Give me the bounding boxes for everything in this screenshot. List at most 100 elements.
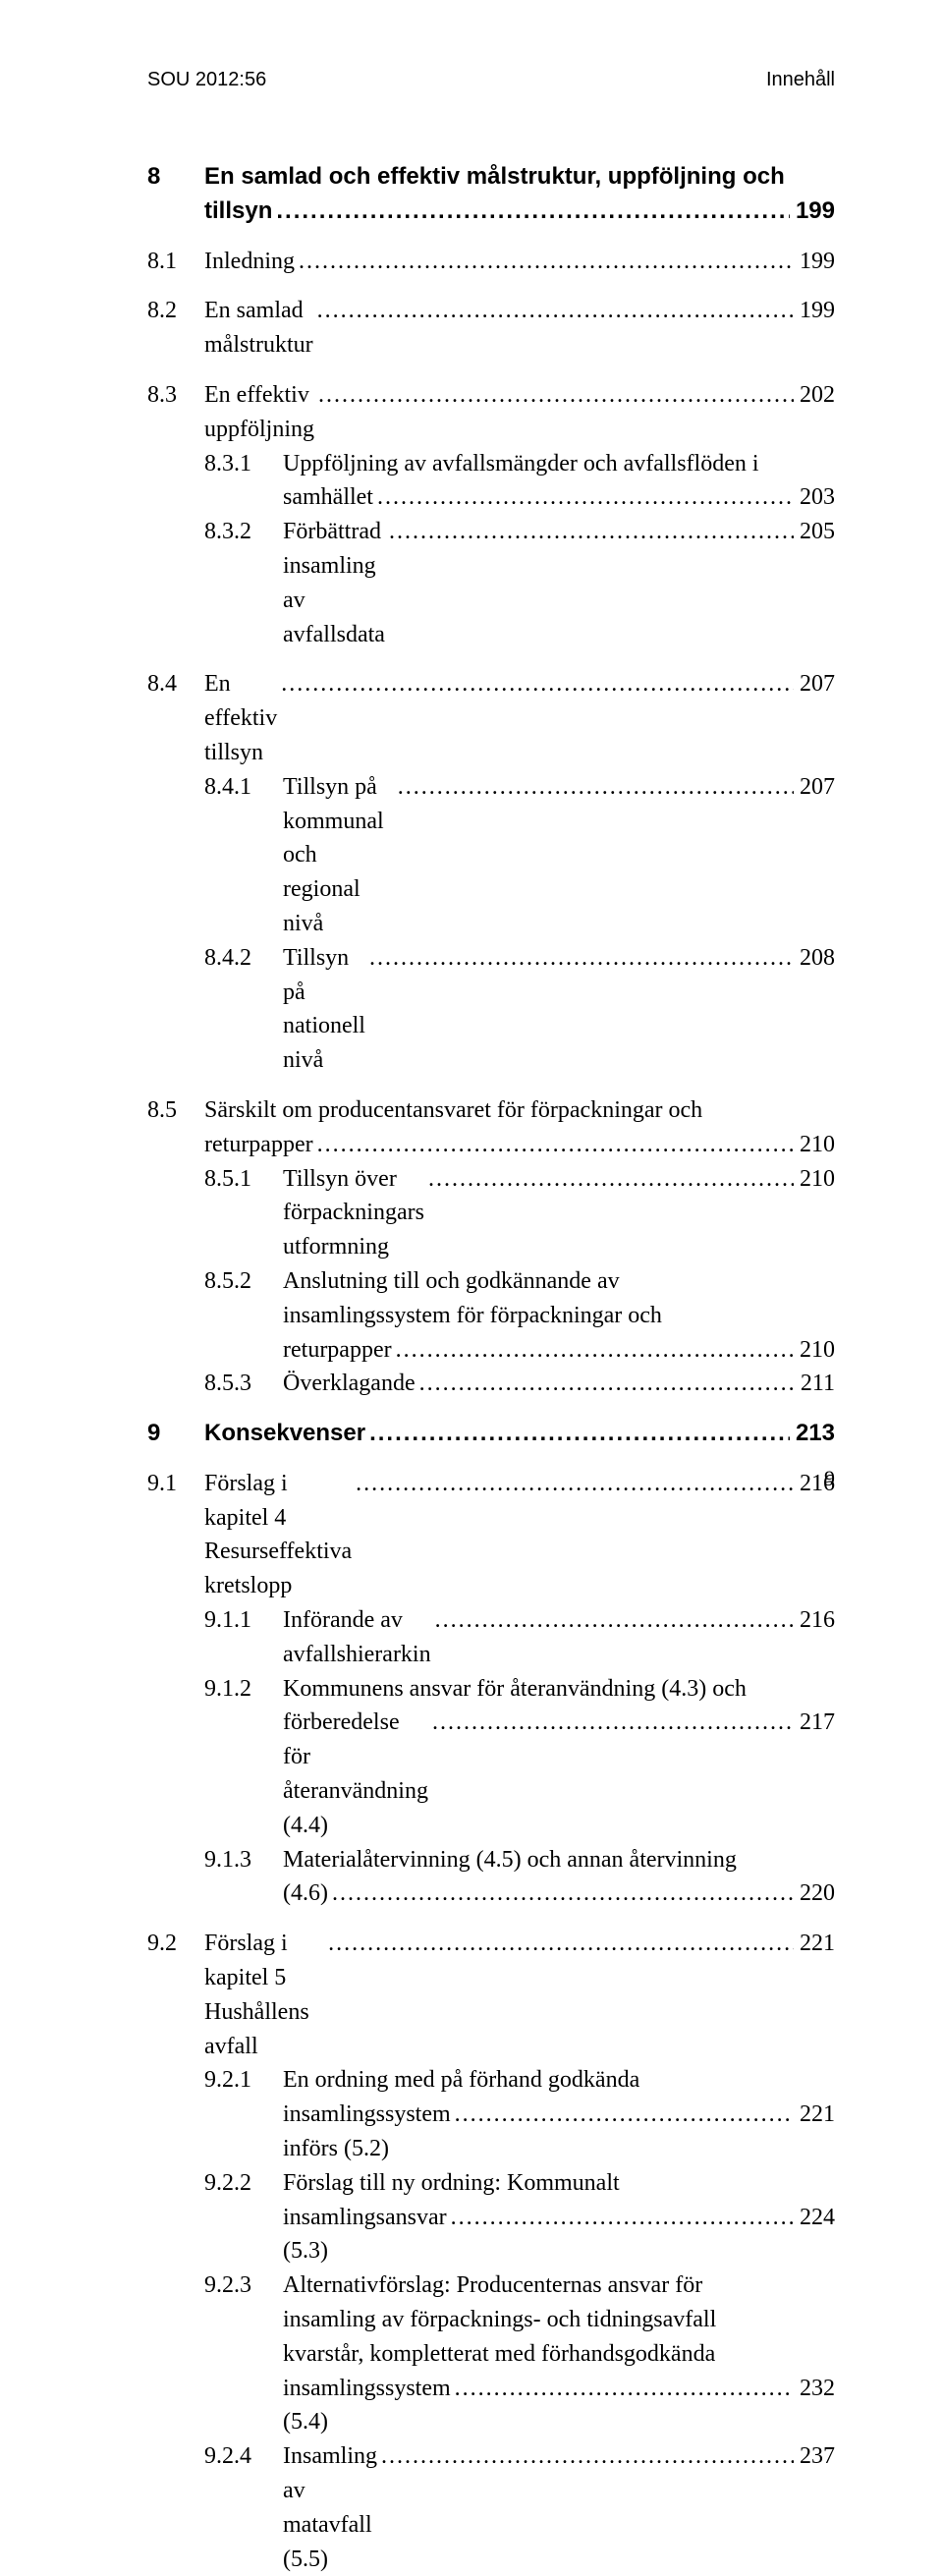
toc-label: En samlad målstruktur [204, 294, 313, 363]
toc-label-cont: returpapper [283, 1333, 392, 1368]
toc-leader [352, 1467, 794, 1501]
toc-section: 8.1 Inledning 199 [147, 245, 835, 279]
toc-label: Tillsyn på nationell nivå [283, 941, 365, 1078]
toc-page: 205 [794, 515, 835, 549]
toc-leader [365, 1417, 790, 1451]
toc-leader [451, 2098, 794, 2132]
toc-label: Förslag i kapitel 4 Resurseffektiva kret… [204, 1467, 352, 1603]
toc-leader [373, 480, 794, 515]
toc-section: 8.2 En samlad målstruktur 199 [147, 294, 835, 363]
toc-label: Tillsyn över förpackningars utformning [283, 1162, 424, 1264]
toc-leader [394, 770, 794, 805]
toc-leader [314, 378, 794, 413]
toc-label: Förslag till ny ordning: Kommunalt [283, 2166, 620, 2201]
toc-label-cont: insamlingssystem införs (5.2) [283, 2098, 451, 2166]
toc-label-cont: insamling av förpacknings- och tidningsa… [283, 2303, 716, 2337]
toc-number: 9 [147, 1417, 204, 1451]
toc-label: En effektiv uppföljning [204, 378, 314, 447]
toc-leader [392, 1333, 794, 1368]
toc-leader [272, 195, 790, 229]
toc-label: Förbättrad insamling av avfallsdata [283, 515, 385, 651]
toc-leader [431, 1603, 794, 1638]
toc-label-cont: insamlingssystem för förpackningar och [283, 1299, 662, 1333]
toc-number: 8.4.2 [204, 941, 283, 976]
toc-page: 210 [794, 1333, 835, 1368]
page: SOU 2012:56 Innehåll 8 En samlad och eff… [0, 0, 943, 1550]
toc-number: 9.2.4 [204, 2439, 283, 2474]
toc-section: 8.5 Särskilt om producentansvaret för fö… [147, 1093, 835, 1401]
toc-page: 199 [790, 195, 835, 229]
toc-number: 8.4 [147, 667, 204, 701]
toc-leader [385, 515, 794, 549]
toc-chapter: 9 Konsekvenser 213 [147, 1417, 835, 1451]
toc-number: 8.4.1 [204, 770, 283, 805]
toc-page: 202 [794, 378, 835, 413]
toc-page: 221 [794, 1927, 835, 1961]
toc-leader [428, 1706, 794, 1740]
toc-page: 232 [794, 2372, 835, 2406]
toc-page: 220 [794, 1876, 835, 1911]
toc-section: 9.1 Förslag i kapitel 4 Resurseffektiva … [147, 1467, 835, 1911]
toc-section: 9.2 Förslag i kapitel 5 Hushållens avfal… [147, 1927, 835, 2576]
toc-number: 9.2.2 [204, 2166, 283, 2201]
toc-label: Särskilt om producentansvaret för förpac… [204, 1093, 702, 1128]
toc-leader [416, 1367, 795, 1401]
table-of-contents: 8 En samlad och effektiv målstruktur, up… [147, 160, 835, 2576]
toc-number: 8.1 [147, 245, 204, 279]
toc-page: 199 [794, 245, 835, 279]
toc-number: 8.5.2 [204, 1264, 283, 1299]
toc-page: 210 [794, 1128, 835, 1162]
toc-number: 9.1.2 [204, 1672, 283, 1707]
toc-page: 211 [795, 1367, 835, 1401]
toc-label: Materialåtervinning (4.5) och annan åter… [283, 1843, 737, 1877]
toc-label-cont: (4.6) [283, 1876, 328, 1911]
toc-number: 9.2.3 [204, 2268, 283, 2303]
toc-label: Införande av avfallshierarkin [283, 1603, 431, 1672]
toc-number: 8 [147, 160, 204, 195]
toc-leader [295, 245, 794, 279]
toc-page: 203 [794, 480, 835, 515]
toc-page: 216 [794, 1603, 835, 1638]
toc-number: 9.1.1 [204, 1603, 283, 1638]
toc-label: Tillsyn på kommunal och regional nivå [283, 770, 394, 941]
toc-number: 8.3.2 [204, 515, 283, 549]
toc-label: Insamling av matavfall (5.5) [283, 2439, 377, 2576]
toc-number: 9.1.3 [204, 1843, 283, 1877]
toc-leader [328, 1876, 794, 1911]
toc-label-cont: insamlingssystem (5.4) [283, 2372, 451, 2440]
toc-label: Förslag i kapitel 5 Hushållens avfall [204, 1927, 324, 2063]
toc-page: 207 [794, 770, 835, 805]
toc-leader [324, 1927, 794, 1961]
toc-number: 9.2.1 [204, 2063, 283, 2098]
toc-label: Alternativförslag: Producenternas ansvar… [283, 2268, 702, 2303]
toc-page: 224 [794, 2201, 835, 2235]
toc-label: Kommunens ansvar för återanvändning (4.3… [283, 1672, 747, 1707]
toc-title: En samlad och effektiv målstruktur, uppf… [204, 160, 785, 195]
toc-leader [447, 2201, 794, 2235]
toc-page: 217 [794, 1706, 835, 1740]
toc-chapter: 8 En samlad och effektiv målstruktur, up… [147, 160, 835, 229]
toc-page: 213 [790, 1417, 835, 1451]
toc-leader [451, 2372, 794, 2406]
toc-label-cont: returpapper [204, 1128, 313, 1162]
header-left: SOU 2012:56 [147, 69, 266, 91]
toc-number: 8.5.3 [204, 1367, 283, 1401]
toc-leader [365, 941, 794, 976]
toc-page: 237 [794, 2439, 835, 2474]
toc-number: 8.2 [147, 294, 204, 328]
toc-number: 9.2 [147, 1927, 204, 1961]
toc-section: 8.4 En effektiv tillsyn 207 8.4.1 Tillsy… [147, 667, 835, 1078]
toc-number: 8.5.1 [204, 1162, 283, 1197]
toc-label: En ordning med på förhand godkända [283, 2063, 639, 2098]
page-number: 9 [824, 1466, 835, 1491]
toc-label: Uppföljning av avfallsmängder och avfall… [283, 447, 759, 481]
toc-page: 207 [794, 667, 835, 701]
toc-label: Överklagande [283, 1367, 416, 1401]
toc-page: 210 [794, 1162, 835, 1197]
toc-page: 208 [794, 941, 835, 976]
toc-label: Inledning [204, 245, 295, 279]
toc-title: Konsekvenser [204, 1417, 365, 1451]
toc-leader [277, 667, 794, 701]
toc-leader [313, 294, 794, 328]
toc-label-cont: kvarstår, kompletterat med förhandsgodkä… [283, 2337, 715, 2372]
